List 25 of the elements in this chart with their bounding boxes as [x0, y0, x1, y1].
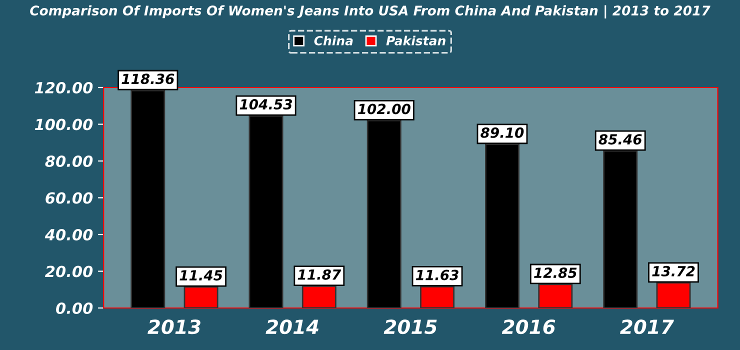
y-tick-label: 40.00: [44, 228, 93, 241]
y-tick-label: 20.00: [44, 266, 93, 278]
data-label: 11.45: [180, 270, 222, 281]
y-tick-label: 120.00: [34, 82, 93, 94]
data-label: 104.53: [240, 99, 292, 110]
data-label: 85.46: [598, 134, 642, 145]
data-label: 102.00: [358, 104, 410, 114]
x-tick-label: 2015: [384, 319, 437, 334]
y-tick-label: 60.00: [46, 192, 93, 204]
x-tick-label: 2014: [266, 319, 318, 334]
legend-label: China: [314, 36, 353, 46]
x-tick-label: 2013: [148, 319, 200, 334]
y-tick-label: 0.00: [56, 302, 93, 314]
data-label: 13.72: [652, 266, 695, 276]
x-tick-label: 2016: [502, 319, 556, 334]
data-label: 12.85: [534, 268, 577, 278]
data-label: 11.87: [298, 269, 342, 280]
legend-label: Pakistan: [386, 36, 446, 46]
chart-title: Comparison Of Imports Of Women's Jeans Into USA From China And Pakistan | 2013 to 2017: [30, 5, 710, 18]
data-label: 11.63: [416, 270, 458, 280]
y-tick-label: 80.00: [45, 155, 93, 168]
data-label: 118.36: [122, 74, 174, 84]
data-label: 89.10: [480, 127, 524, 138]
y-tick-label: 100.00: [34, 118, 93, 130]
x-tick-label: 2017: [620, 319, 674, 334]
